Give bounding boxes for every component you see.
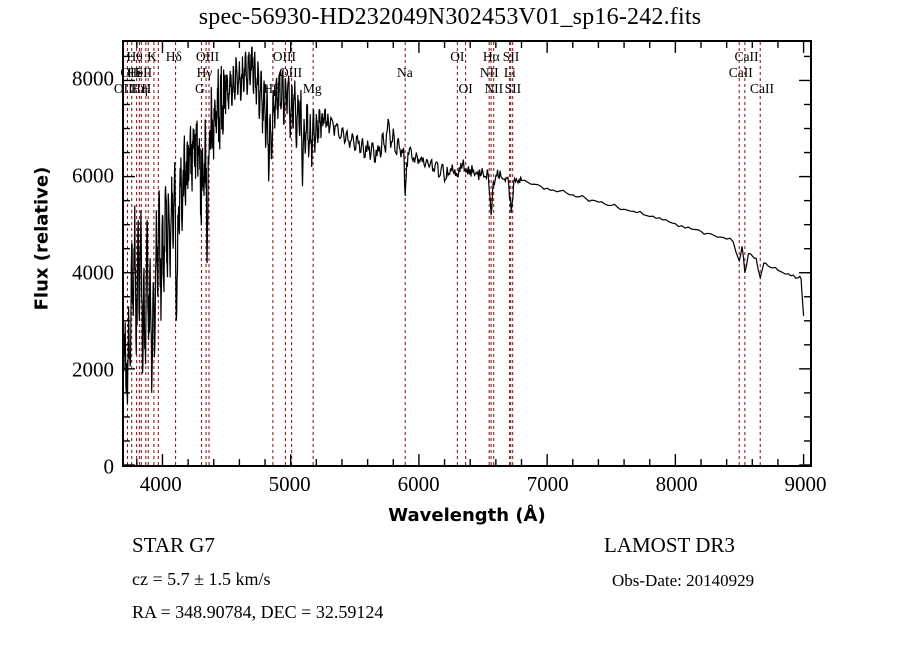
spectral-line-label: Hβ <box>263 81 281 96</box>
coordinates-label: RA = 348.90784, DEC = 32.59124 <box>132 602 384 622</box>
y-tick-label: 2000 <box>72 357 114 382</box>
plot-inner <box>124 42 810 465</box>
spectral-line-label: Mg <box>302 81 322 96</box>
y-axis-tick-labels: 0 2000 4000 6000 8000 <box>0 40 114 478</box>
spectral-line-label: NII <box>479 65 499 80</box>
spectral-line-label: CaII <box>734 49 759 64</box>
x-axis-tick-labels: 4000 5000 6000 7000 8000 9000 <box>122 472 827 500</box>
spectral-line-label: SII <box>504 81 522 96</box>
spectral-line-label: OIII <box>272 49 296 64</box>
x-tick-label: 8000 <box>655 472 698 496</box>
obs-date-label: Obs-Date: 20140929 <box>612 571 755 590</box>
redshift-velocity-label: cz = 5.7 ± 1.5 km/s <box>132 569 271 589</box>
spectral-line-label: OI <box>450 49 465 64</box>
y-tick-label: 6000 <box>72 163 114 188</box>
axis-ticks <box>124 42 810 465</box>
plot-area <box>122 40 812 467</box>
spectral-line-label: NII <box>484 81 504 96</box>
survey-label: LAMOST DR3 <box>604 533 735 557</box>
spectral-line-label: G <box>195 81 205 96</box>
figure-title: spec-56930-HD232049N302453V01_sp16-242.f… <box>198 4 702 30</box>
spectral-line-label: SII <box>135 65 153 80</box>
spectral-line-label: OI <box>458 81 473 96</box>
spectral-line-label: Hθ <box>126 49 143 64</box>
y-tick-label: 0 <box>103 454 115 479</box>
object-type-label: STAR G7 <box>132 533 215 557</box>
spectral-line-label: Hα <box>482 49 500 64</box>
x-axis-label: Wavelength (Å) <box>388 505 546 526</box>
spectral-line-label: CaII <box>749 81 774 96</box>
spectral-line-label: Hη <box>131 81 148 96</box>
spectral-line-label: Na <box>396 65 413 80</box>
spectral-line-label: OII <box>120 65 140 80</box>
y-axis-label: Flux (relative) <box>31 166 53 311</box>
spectral-line-label: OIII <box>278 65 303 80</box>
y-tick-label: 4000 <box>72 260 114 285</box>
x-tick-label: 6000 <box>397 472 440 496</box>
spectral-line-label: SII <box>502 49 520 64</box>
x-tick-label: 4000 <box>139 472 182 496</box>
x-tick-label: 5000 <box>268 472 311 496</box>
spectral-line-label: CaII <box>728 65 753 80</box>
spectral-line-label: Hγ <box>196 65 213 80</box>
x-tick-label: 9000 <box>784 472 827 496</box>
x-tick-label: 7000 <box>526 472 569 496</box>
y-tick-label: 8000 <box>72 66 114 91</box>
spectral-line-label: OIII <box>113 81 138 96</box>
spectral-line-label: HeI <box>127 65 148 80</box>
spectrum-trace <box>124 42 810 465</box>
spectral-line-label: Li <box>503 65 516 80</box>
spectral-line-label: Hδ <box>165 49 182 64</box>
spectral-line-label: K <box>147 49 157 64</box>
spectral-line-label: OIII <box>195 49 220 64</box>
spectral-line-label: H <box>141 81 152 96</box>
